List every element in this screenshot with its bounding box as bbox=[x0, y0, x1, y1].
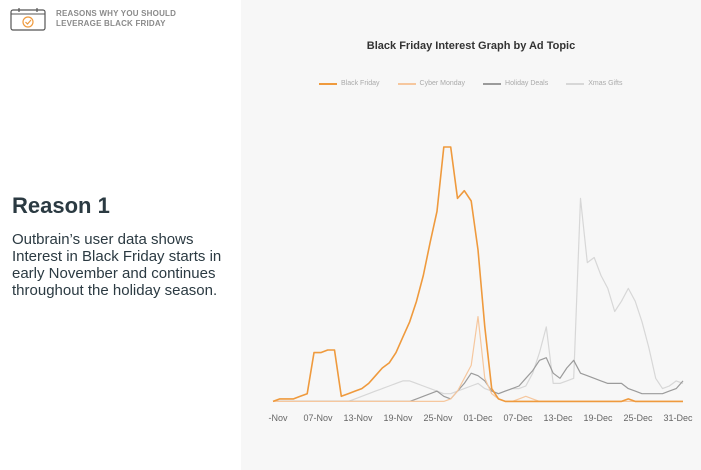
reason-panel: Reason 1 Outbrain’s user data shows Inte… bbox=[12, 193, 237, 299]
legend-swatch bbox=[566, 82, 585, 85]
x-tick-label: 13-Nov bbox=[343, 413, 373, 423]
reason-title: Reason 1 bbox=[12, 193, 110, 218]
x-tick-label: -Nov bbox=[268, 413, 288, 423]
chart-plot: -Nov 07-Nov 13-Nov 19-Nov 25-Nov 01-Dec 07-Dec… bbox=[268, 146, 693, 423]
reason-body: Outbrain’s user data shows Interest in B… bbox=[12, 231, 222, 299]
legend-item: Xmas Gifts bbox=[566, 80, 622, 87]
x-tick-label: 19-Nov bbox=[383, 413, 413, 423]
legend-swatch bbox=[483, 82, 502, 85]
header: REASONS WHY YOU SHOULD LEVERAGE BLACK FR… bbox=[10, 7, 186, 31]
legend-label: Black Friday bbox=[341, 80, 380, 87]
chart-legend: Black Friday Cyber Monday Holiday Deals Xma… bbox=[319, 80, 640, 87]
x-tick-label: 25-Dec bbox=[623, 413, 653, 423]
chart-title: Black Friday Interest Graph by Ad Topic bbox=[366, 40, 576, 52]
legend-swatch bbox=[319, 82, 337, 85]
series-line-black-friday bbox=[272, 146, 683, 403]
chart-panel: Black Friday Interest Graph by Ad Topic … bbox=[241, 0, 701, 470]
calendar-check-icon bbox=[10, 8, 46, 31]
x-tick-label: 07-Nov bbox=[303, 413, 333, 423]
legend-label: Holiday Deals bbox=[505, 80, 549, 87]
legend-item: Holiday Deals bbox=[483, 80, 548, 87]
x-tick-label: 13-Dec bbox=[543, 413, 573, 423]
legend-item: Cyber Monday bbox=[397, 80, 466, 87]
series-line-cyber-monday bbox=[273, 316, 683, 402]
series-line-holiday-deals bbox=[273, 357, 684, 402]
x-tick-label: 01-Dec bbox=[463, 413, 493, 423]
legend-item: Black Friday bbox=[319, 80, 380, 87]
legend-label: Xmas Gifts bbox=[588, 80, 623, 87]
legend-label: Cyber Monday bbox=[419, 80, 466, 87]
series-line-xmas-gifts bbox=[273, 197, 684, 402]
legend-swatch bbox=[397, 82, 416, 85]
x-tick-label: 25-Nov bbox=[423, 413, 453, 423]
header-line-2: LEVERAGE BLACK FRIDAY bbox=[56, 19, 166, 28]
header-line-1: REASONS WHY YOU SHOULD bbox=[56, 9, 177, 18]
x-tick-label: 19-Dec bbox=[583, 413, 613, 423]
header-title: REASONS WHY YOU SHOULD LEVERAGE BLACK FR… bbox=[56, 9, 186, 29]
x-tick-label: 07-Dec bbox=[503, 413, 533, 423]
x-tick-label: 31-Dec bbox=[663, 413, 693, 423]
